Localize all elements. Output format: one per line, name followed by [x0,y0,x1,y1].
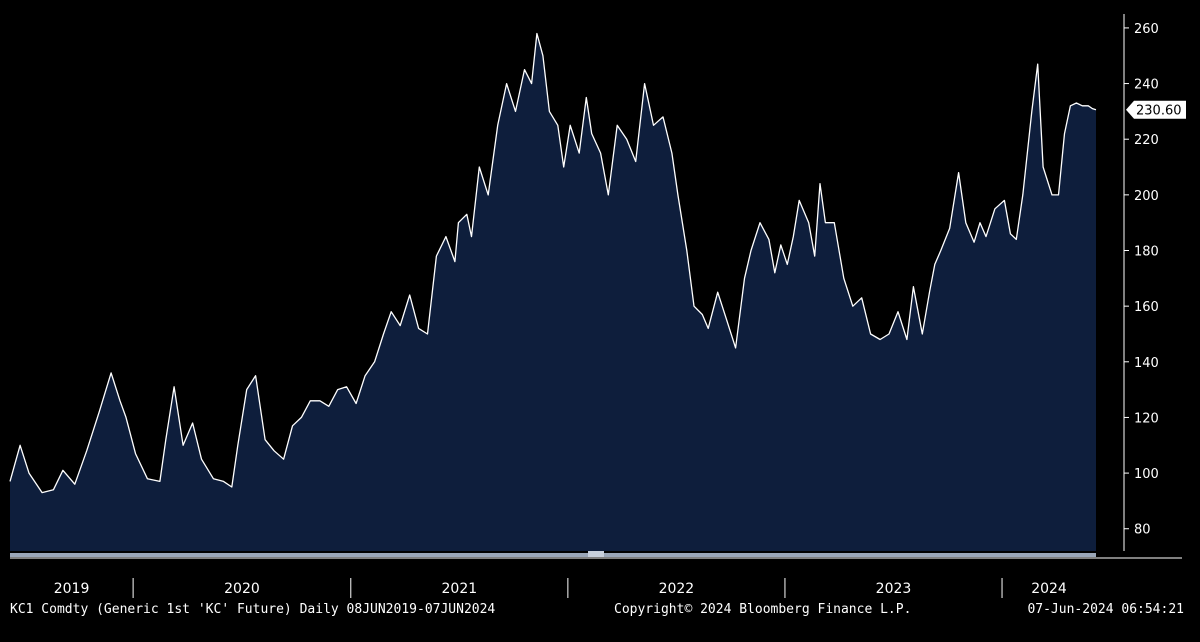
price-area-fill [10,33,1096,551]
timeline-scrollbar [10,553,1096,557]
x-year-label: 2023 [876,581,912,597]
price-area [9,32,1097,551]
x-year-label: 2020 [224,581,260,597]
y-tick-label: 120 [1134,411,1159,426]
y-tick-label: 100 [1134,467,1159,482]
y-tick-label: 240 [1134,78,1159,93]
y-tick-label: 80 [1134,523,1151,538]
footer-copyright: Copyright© 2024 Bloomberg Finance L.P. [614,602,912,617]
timeline-scroll-thumb [588,551,604,557]
y-tick-label: 220 [1134,133,1159,148]
x-year-label: 2024 [1031,581,1067,597]
y-axis: 80 100 120 140 160 180 200 220 240 260 [1123,14,1159,551]
y-tick-label: 160 [1134,300,1159,315]
x-year-label: 2019 [54,581,90,597]
y-tick-label: 180 [1134,245,1159,260]
last-value-marker: 230.60 [1126,100,1186,119]
y-tick-label: 140 [1134,356,1159,371]
y-tick-label: 200 [1134,189,1159,204]
x-year-label: 2022 [659,581,695,597]
y-tick-label: 260 [1134,22,1159,37]
x-year-label: 2021 [442,581,478,597]
last-value-label: 230.60 [1136,104,1182,119]
footer-security-description: KC1 Comdty (Generic 1st 'KC' Future) Dai… [10,602,496,617]
price-line [9,32,1097,494]
x-axis: 2019 2020 2021 2022 2023 2024 [10,551,1182,598]
footer-timestamp: 07-Jun-2024 06:54:21 [1027,602,1184,617]
last-value-flag [1126,100,1186,119]
